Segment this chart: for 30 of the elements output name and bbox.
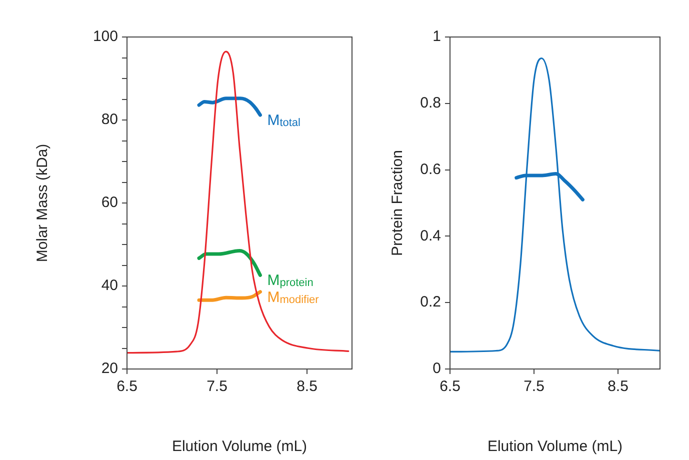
y-tick-label: 1 [432, 28, 441, 46]
y-tick-label: 0.4 [420, 227, 441, 244]
line-series [514, 172, 584, 202]
line-series [197, 96, 262, 117]
series-label: Mmodifier [267, 288, 320, 306]
x-tick-label: 6.5 [116, 378, 138, 396]
line-series [450, 57, 660, 353]
y-tick-label: 100 [92, 28, 118, 46]
series-label: Mtotal [267, 112, 300, 130]
series-label: Mprotein [267, 272, 314, 290]
y-tick-label: 0.2 [420, 294, 441, 311]
x-axis-title: Elution Volume (mL) [487, 438, 623, 456]
y-tick-label: 0.8 [420, 94, 441, 112]
y-tick-label: 80 [101, 111, 118, 128]
y-tick-label: 0 [432, 360, 441, 378]
x-tick-label: 6.5 [440, 378, 460, 396]
y-tick-label: 40 [101, 277, 118, 294]
y-tick-label: 20 [101, 360, 118, 378]
line-series [197, 248, 262, 277]
y-axis-title: Protein Fraction [389, 150, 406, 256]
x-axis-title: Elution Volume (mL) [172, 438, 308, 456]
line-series [197, 290, 262, 302]
y-tick-label: 60 [101, 194, 118, 212]
y-tick-label: 0.6 [420, 160, 441, 178]
line-series [127, 50, 350, 354]
x-tick-label: 7.5 [206, 378, 228, 396]
x-tick-label: 8.5 [296, 378, 318, 396]
x-tick-label: 7.5 [524, 378, 544, 396]
x-tick-label: 8.5 [608, 378, 628, 396]
y-axis-title: Molar Mass (kDa) [34, 144, 52, 262]
